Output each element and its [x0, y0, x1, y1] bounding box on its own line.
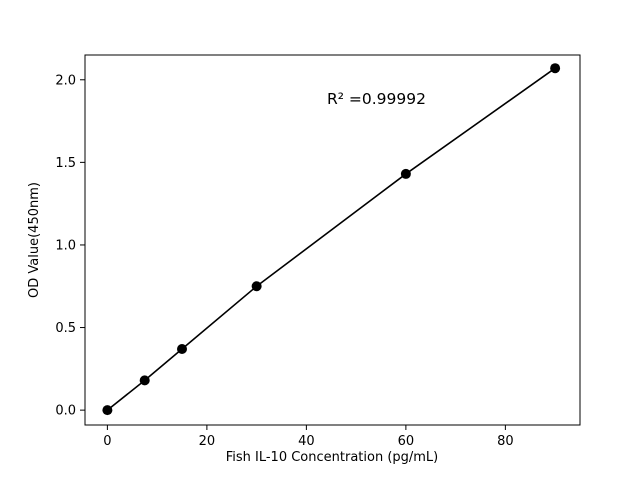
- y-tick-label: 1.0: [55, 238, 76, 253]
- r-squared-annotation: R² =0.99992: [327, 90, 426, 108]
- y-tick-label: 2.0: [55, 73, 76, 88]
- x-tick-label: 80: [497, 434, 514, 449]
- x-axis-label: Fish IL-10 Concentration (pg/mL): [226, 450, 439, 465]
- y-tick-label: 0.0: [55, 404, 76, 419]
- x-tick-label: 0: [103, 434, 111, 449]
- standard-curve-line: [106, 67, 556, 411]
- y-axis-label: OD Value(450nm): [27, 182, 42, 298]
- plot-border: [84, 54, 581, 426]
- x-tick-label: 60: [398, 434, 415, 449]
- x-tick-label: 40: [298, 434, 315, 449]
- y-tick-label: 0.5: [55, 321, 76, 336]
- y-tick-label: 1.5: [55, 156, 76, 171]
- x-tick-label: 20: [199, 434, 216, 449]
